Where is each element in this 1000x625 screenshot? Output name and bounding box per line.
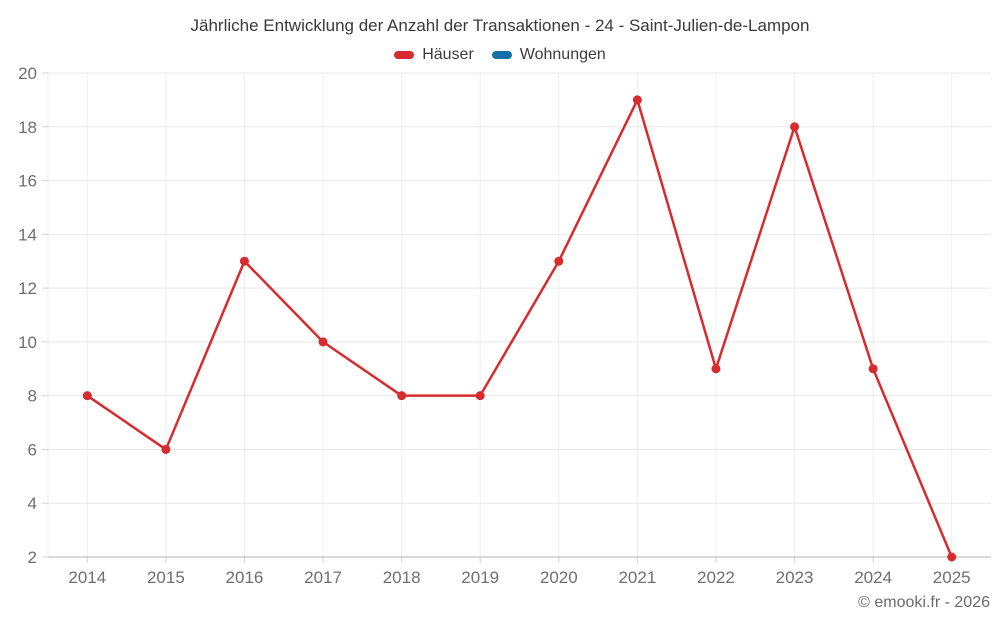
data-point-Häuser-2021[interactable] — [632, 95, 642, 105]
wohnungen-series-swatch-icon — [491, 51, 512, 59]
gridlines — [47, 72, 991, 557]
legend-item-haeuser[interactable]: Häuser — [394, 46, 474, 64]
data-point-Häuser-2025[interactable] — [947, 552, 957, 562]
data-point-Häuser-2014[interactable] — [82, 391, 92, 401]
data-point-Häuser-2017[interactable] — [318, 337, 328, 347]
data-point-Häuser-2018[interactable] — [397, 391, 407, 401]
y-axis-label-14: 14 — [18, 225, 37, 244]
y-axis-label-4: 4 — [28, 494, 37, 513]
x-axis-label-2022: 2022 — [697, 568, 735, 587]
x-axis-label-2015: 2015 — [147, 568, 185, 587]
y-axis-label-8: 8 — [28, 387, 37, 406]
legend-item-wohnungen[interactable]: Wohnungen — [491, 46, 606, 64]
data-point-Häuser-2022[interactable] — [711, 364, 721, 374]
data-point-Häuser-2020[interactable] — [554, 256, 564, 266]
x-axis-label-2017: 2017 — [304, 568, 342, 587]
x-axis-label-2018: 2018 — [383, 568, 421, 587]
chart-legend: Häuser Wohnungen — [0, 46, 1000, 64]
axis-labels: 2014 2015 2016 2017 2018 2019 2020 2021 2022 2023… — [18, 64, 971, 587]
series-lines — [82, 95, 957, 562]
x-axis-label-2023: 2023 — [776, 568, 814, 587]
x-axis-label-2021: 2021 — [618, 568, 656, 587]
x-axis-label-2024: 2024 — [854, 568, 892, 587]
data-point-Häuser-2019[interactable] — [475, 391, 485, 401]
y-axis-label-6: 6 — [28, 440, 37, 459]
y-axis-label-18: 18 — [18, 118, 37, 137]
y-axis-label-20: 20 — [18, 64, 37, 83]
y-axis-label-2: 2 — [28, 548, 37, 567]
chart-title: Jährliche Entwicklung der Anzahl der Tra… — [190, 16, 810, 35]
x-axis-label-2019: 2019 — [461, 568, 499, 587]
x-axis-label-2025: 2025 — [933, 568, 971, 587]
haeuser-series-swatch-icon — [394, 51, 415, 59]
legend-label-wohnungen: Wohnungen — [519, 46, 606, 63]
copyright-watermark: © emooki.fr - 2026 — [858, 594, 990, 611]
x-axis-label-2014: 2014 — [68, 568, 106, 587]
y-axis-label-12: 12 — [18, 279, 37, 298]
data-point-Häuser-2015[interactable] — [161, 444, 171, 454]
series-line-Häuser — [86, 98, 953, 559]
y-axis-label-16: 16 — [18, 172, 37, 191]
data-point-Häuser-2024[interactable] — [868, 364, 878, 374]
y-axis-label-10: 10 — [18, 333, 37, 352]
x-axis-label-2020: 2020 — [540, 568, 578, 587]
x-axis-label-2016: 2016 — [226, 568, 264, 587]
axes — [42, 72, 991, 563]
data-point-Häuser-2016[interactable] — [239, 256, 249, 266]
data-point-Häuser-2023[interactable] — [790, 122, 800, 132]
legend-label-haeuser: Häuser — [422, 46, 474, 63]
